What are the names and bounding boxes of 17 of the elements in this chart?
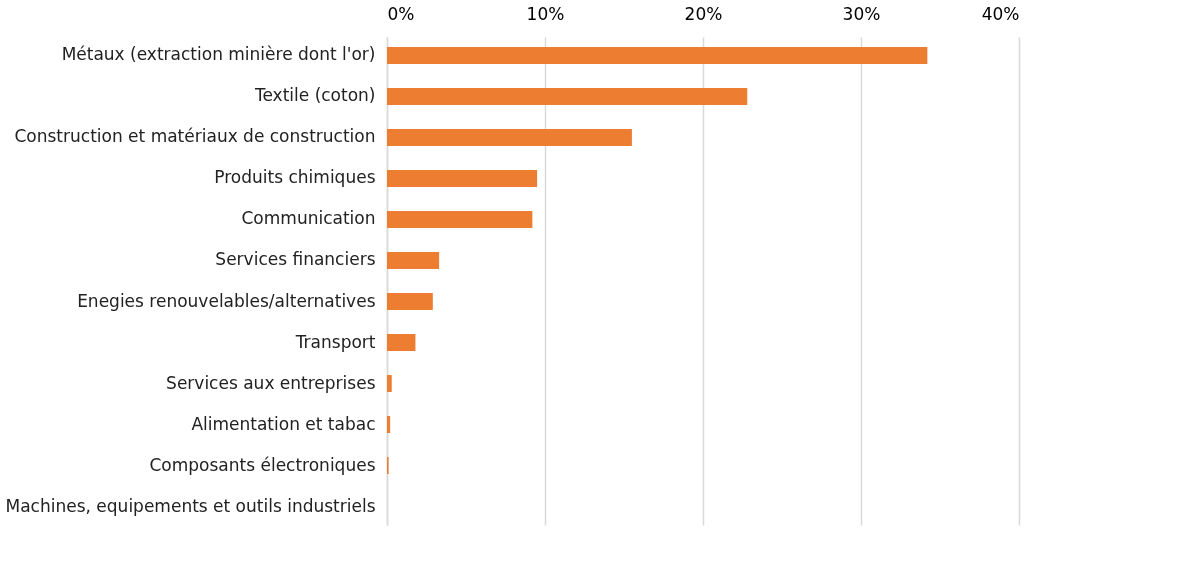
y-tick-label: Textile (coton) [253, 85, 376, 106]
x-tick-label: 30% [842, 3, 881, 24]
x-tick-label: 40% [981, 3, 1020, 24]
y-tick-label: Produits chimiques [214, 167, 376, 188]
y-tick-label: Machines, equipements et outils industriels [5, 495, 376, 516]
y-tick-label: Transport [294, 331, 376, 352]
x-tick-label: 10% [526, 3, 565, 24]
x-tick-label: 20% [684, 3, 723, 24]
y-tick-label: Construction et matériaux de construction [14, 126, 376, 147]
y-tick-label: Métaux (extraction minière dont l'or) [61, 44, 376, 65]
y-tick-label: Alimentation et tabac [191, 413, 376, 434]
y-tick-label: Services financiers [215, 249, 376, 270]
y-tick-label: Enegies renouvelables/alternatives [77, 290, 376, 311]
x-tick-label: 0% [387, 3, 415, 24]
y-tick-label: Communication [241, 208, 376, 229]
y-tick-label: Services aux entreprises [166, 372, 376, 393]
y-tick-label: Composants électroniques [149, 454, 376, 475]
